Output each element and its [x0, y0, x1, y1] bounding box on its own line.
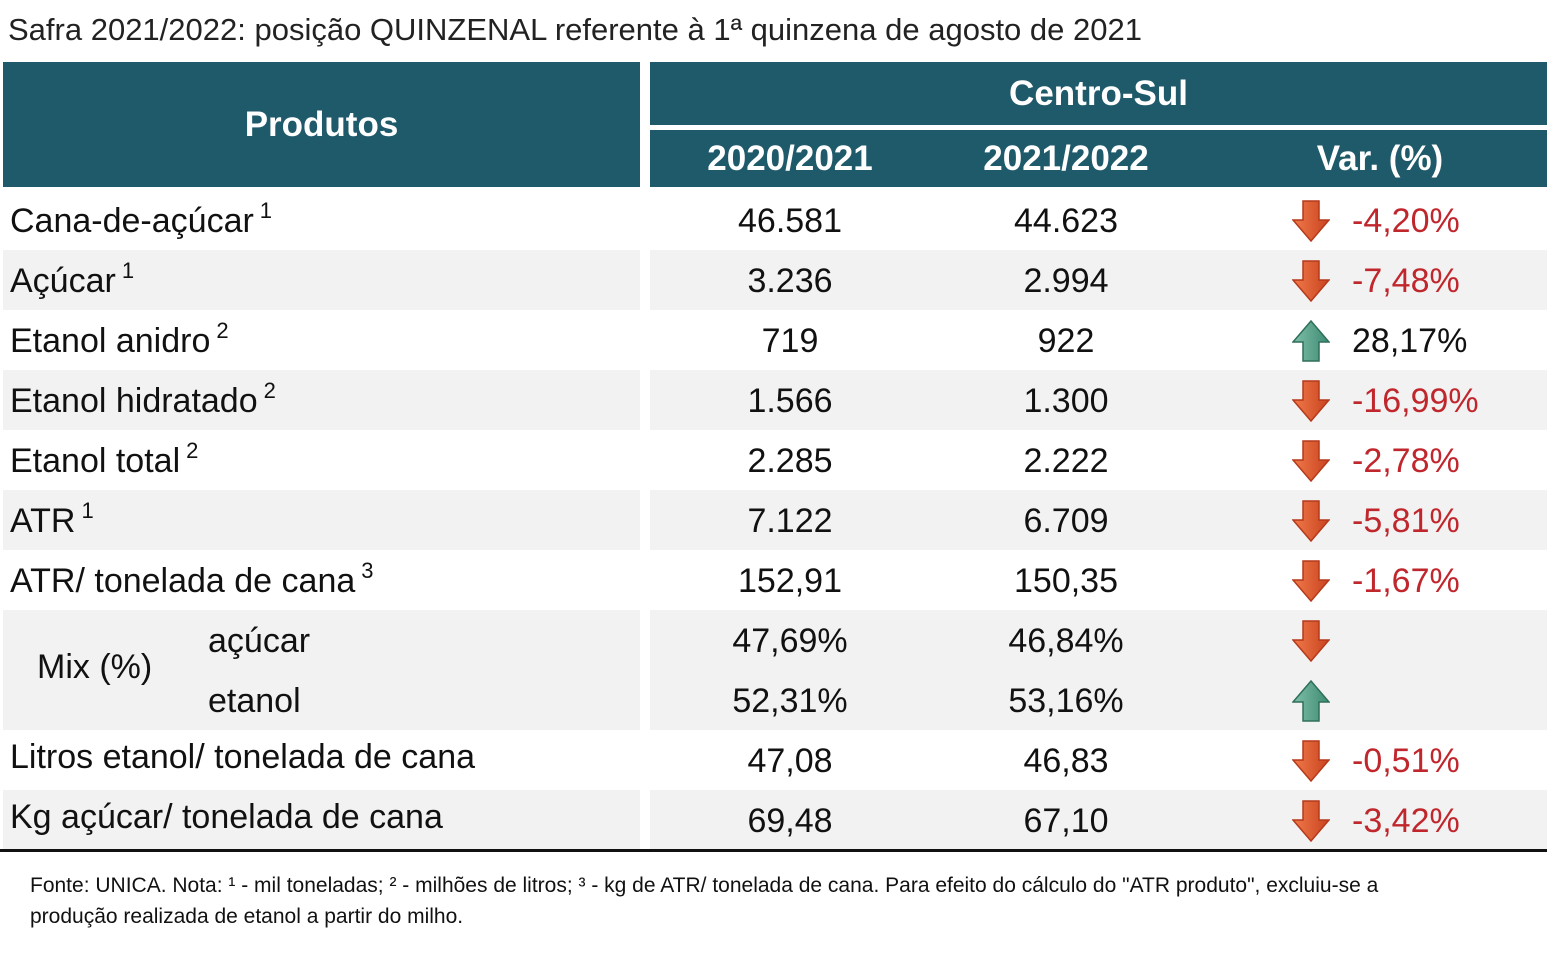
table-row: ATR 1 7.122 6.709 -5,81% [0, 490, 1547, 550]
product: Açúcar 1 [10, 258, 134, 301]
cell: 150,35 [1014, 562, 1118, 600]
cell: -16,99% [1352, 382, 1479, 420]
table-row: Kg açúcar/ tonelada de cana 69,48 67,10 … [0, 790, 1547, 850]
product: Cana-de-açúcar 1 [10, 198, 272, 241]
cell: 69,48 [747, 802, 833, 840]
sub-label: etanol [208, 682, 301, 720]
table-row: Açúcar 1 3.236 2.994 -7,48% [0, 250, 1547, 310]
cell: 44.623 [1014, 202, 1118, 240]
down-arrow [1292, 200, 1330, 242]
header-text: 2021/2022 [983, 138, 1149, 178]
down-arrow [1292, 560, 1330, 602]
cell: -5,81% [1352, 502, 1460, 540]
note: 2 [263, 378, 276, 403]
footnote: Fonte: UNICA. Nota: ¹ - mil toneladas; ²… [30, 874, 1379, 928]
cell: 52,31% [732, 682, 848, 720]
cell: 1.566 [747, 382, 833, 420]
cell: 47,08 [747, 742, 833, 780]
product-name: ATR/ tonelada de cana [10, 562, 356, 600]
down-arrow [1292, 500, 1330, 542]
product-name: ATR [10, 502, 76, 540]
product: Etanol hidratado 2 [10, 378, 276, 421]
cell: -7,48% [1352, 262, 1460, 300]
table-row: Etanol anidro 2 719 922 28,17% [0, 310, 1547, 370]
product-name: Etanol anidro [10, 322, 211, 360]
note: 2 [216, 318, 229, 343]
product-name: Mix (%) [37, 648, 153, 686]
down-arrow [1292, 260, 1330, 302]
header-columns [650, 130, 1547, 187]
bottom-rule [0, 849, 1547, 852]
note: 1 [81, 498, 94, 523]
cell: 46,84% [1008, 622, 1124, 660]
cell: 28,17% [1352, 322, 1468, 360]
cell: -1,67% [1352, 562, 1460, 600]
product: Etanol total 2 [10, 438, 198, 481]
note: 1 [259, 198, 273, 223]
product: ATR 1 [10, 498, 94, 541]
header-text: Var. (%) [1316, 138, 1444, 178]
product: Etanol anidro 2 [10, 318, 229, 361]
cell: -2,78% [1352, 442, 1460, 480]
cell: -0,51% [1352, 742, 1460, 780]
product-name: Litros etanol/ tonelada de cana [10, 738, 476, 776]
cell: 152,91 [738, 562, 842, 600]
table-row: Etanol hidratado 2 1.566 1.300 -16,99% [0, 370, 1547, 430]
table-row: Mix (%) açúcar 47,69% 46,84% etanol 52,3… [0, 610, 1547, 730]
header-col: 2020/2021 [690, 130, 890, 187]
product-name: Açúcar [10, 262, 116, 300]
cell: -3,42% [1352, 802, 1460, 840]
down-arrow [1292, 380, 1330, 422]
down-arrow [1292, 740, 1330, 782]
cell: 3.236 [747, 262, 833, 300]
header-products: Produtos [3, 62, 640, 187]
cell: 6.709 [1023, 502, 1109, 540]
table-row: Cana-de-açúcar 1 46.581 44.623 -4,20% [0, 190, 1547, 250]
product-name: Etanol hidratado [10, 382, 258, 420]
title: Safra 2021/2022: posição QUINZENAL refer… [8, 12, 1142, 47]
table-row: Etanol total 2 2.285 2.222 -2,78% [0, 430, 1547, 490]
cell: 47,69% [732, 622, 848, 660]
sub-label: açúcar [208, 622, 311, 660]
cell: 2.222 [1023, 442, 1109, 480]
header-region: Centro-Sul [650, 62, 1547, 125]
product: ATR/ tonelada de cana 3 [10, 558, 374, 601]
table-row: Litros etanol/ tonelada de cana 47,08 46… [0, 730, 1547, 790]
product-name: Kg açúcar/ tonelada de cana [10, 798, 443, 836]
header-col: Var. (%) [1280, 130, 1480, 187]
down-arrow [1292, 800, 1330, 842]
product-name: Cana-de-açúcar [10, 202, 254, 240]
note: 3 [361, 558, 374, 583]
cell: 67,10 [1023, 802, 1109, 840]
up-arrow [1292, 320, 1330, 362]
cell: 46.581 [738, 202, 842, 240]
up-arrow [1292, 680, 1330, 722]
cell: 2.994 [1023, 262, 1109, 300]
header-col: 2021/2022 [966, 130, 1166, 187]
cell: 53,16% [1008, 682, 1124, 720]
product-name: Etanol total [10, 442, 181, 480]
note: 2 [186, 438, 199, 463]
cell: 2.285 [747, 442, 833, 480]
table-row: ATR/ tonelada de cana 3 152,91 150,35 -1,… [0, 550, 1547, 610]
header-text: Centro-Sul [1009, 73, 1188, 113]
cell: 922 [1037, 322, 1095, 360]
cell: 1.300 [1023, 382, 1109, 420]
down-arrow [1292, 440, 1330, 482]
cell: 46,83 [1023, 742, 1109, 780]
down-arrow [1292, 620, 1330, 662]
cell: 7.122 [747, 502, 833, 540]
cell: -4,20% [1352, 202, 1460, 240]
header-text: Produtos [244, 104, 399, 144]
cell: 719 [761, 322, 819, 360]
header-text: 2020/2021 [707, 138, 873, 178]
note: 1 [121, 258, 135, 283]
